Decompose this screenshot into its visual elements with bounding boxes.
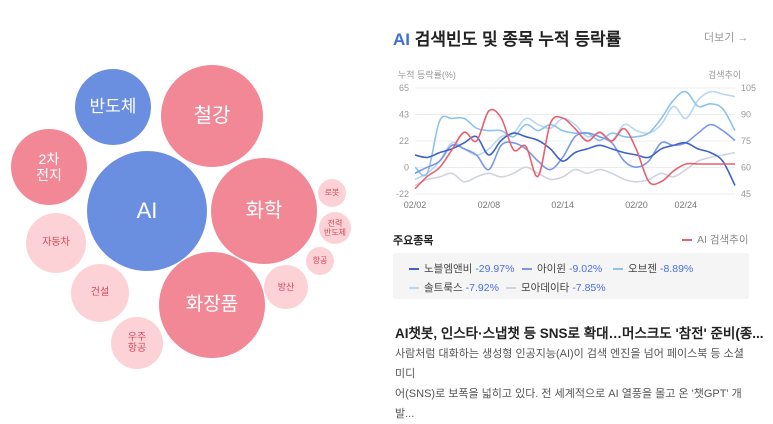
left-axis-label: 누적 등락률(%) <box>398 70 456 80</box>
stock-name: 모아데이타 <box>521 282 570 294</box>
x-tick-label: 02/14 <box>551 200 574 210</box>
stock-name: 노블엠앤비 <box>424 263 473 275</box>
keyword-bubble-cloud: 반도체 철강 2차 전지 AI 화학 자동차 로봇 전력 반도체 항공 건설 화… <box>0 0 360 401</box>
stock-item[interactable]: 오브젠 -8.89% <box>613 261 693 276</box>
y-left-tick-label: 43 <box>399 110 409 120</box>
stock-line-swatch <box>506 286 516 289</box>
x-tick-label: 02/20 <box>625 200 648 210</box>
bubble-aviation[interactable]: 항공 <box>306 247 334 275</box>
bubble-ai[interactable]: AI <box>87 151 207 271</box>
stock-change: -7.92% <box>465 281 499 294</box>
bubble-power-semiconductor[interactable]: 전력 반도체 <box>319 212 351 244</box>
stock-series-line <box>414 123 736 175</box>
stock-search-line-chart: 65 105 43 90 22 75 0 60 -22 45 02/02 02/08 02/14 02/2… <box>396 83 756 210</box>
stock-item[interactable]: 모아데이타 -7.85% <box>506 280 606 295</box>
bubble-construction[interactable]: 건설 <box>71 264 129 322</box>
stock-name: 오브젠 <box>628 263 657 275</box>
stocks-section-title: 주요종목 <box>393 235 434 247</box>
y-left-tick-label: 0 <box>404 163 409 173</box>
y-right-tick-label: 90 <box>741 110 751 120</box>
stock-change: -7.85% <box>572 281 606 294</box>
y-right-tick-label: 45 <box>741 189 751 199</box>
title-text: 검색빈도 및 종목 누적 등락률 <box>414 30 622 49</box>
ai-search-legend-label: AI 검색추이 <box>697 234 749 246</box>
stock-item[interactable]: 아이윈 -9.02% <box>522 261 602 276</box>
stock-series-line <box>414 151 736 187</box>
ai-search-trend-line <box>414 108 735 190</box>
y-left-tick-label: 65 <box>399 83 409 93</box>
stock-line-swatch <box>613 267 623 270</box>
stock-item[interactable]: 노블엠앤비 -29.97% <box>409 261 514 276</box>
bubble-secondary-battery[interactable]: 2차 전지 <box>11 129 87 205</box>
news-headline[interactable]: AI챗봇, 인스타·스냅챗 등 SNS로 확대…머스크도 '참전' 준비(종..… <box>395 326 764 341</box>
bubble-steel[interactable]: 철강 <box>161 65 263 167</box>
x-tick-label: 02/24 <box>675 200 698 210</box>
stock-series-line <box>414 90 736 181</box>
stock-change: -29.97% <box>475 262 515 275</box>
stock-change: -9.02% <box>568 262 603 275</box>
stock-line-swatch <box>409 286 419 289</box>
bubble-aerospace[interactable]: 우주 항공 <box>111 317 163 369</box>
y-left-tick-label: -22 <box>396 189 409 199</box>
y-right-tick-label: 105 <box>741 83 756 93</box>
stock-series-line <box>414 90 736 177</box>
bubble-semiconductor[interactable]: 반도체 <box>75 69 151 145</box>
x-tick-label: 02/08 <box>478 200 501 210</box>
title-ai-keyword: AI <box>393 30 410 49</box>
news-summary-line: 어(SNS)로 보폭을 넓히고 있다. 전 세계적으로 AI 열풍을 몰고 온 … <box>395 388 742 420</box>
bubble-chemical[interactable]: 화학 <box>211 158 317 264</box>
bubble-defense[interactable]: 방산 <box>264 265 308 309</box>
stock-line-swatch <box>522 267 532 270</box>
ai-search-legend: AI 검색추이 <box>682 232 748 247</box>
page-title: AI 검색빈도 및 종목 누적 등락률 <box>393 25 621 50</box>
y-left-tick-label: 22 <box>399 136 409 146</box>
ai-search-legend-swatch <box>682 238 692 241</box>
bubble-automobile[interactable]: 자동차 <box>26 213 86 273</box>
stocks-box: 노블엠앤비 -29.97% 아이윈 -9.02% 오브젠 -8.89% 솔트룩스… <box>393 253 749 299</box>
right-axis-label: 검색추이 <box>708 70 742 80</box>
more-link[interactable]: 더보기 → <box>704 32 749 44</box>
stock-series-line <box>414 132 736 186</box>
stock-change: -8.89% <box>659 262 694 275</box>
news-summary-line: 사람처럼 대화하는 생성형 인공지능(AI)이 검색 엔진을 넘어 페이스북 등… <box>395 348 744 380</box>
news-summary[interactable]: 사람처럼 대화하는 생성형 인공지능(AI)이 검색 엔진을 넘어 페이스북 등… <box>395 344 750 424</box>
stock-name: 솔트룩스 <box>424 282 463 294</box>
stock-line-swatch <box>409 267 419 270</box>
bubble-cosmetics[interactable]: 화장품 <box>159 252 265 358</box>
x-tick-label: 02/02 <box>404 200 427 210</box>
stock-name: 아이윈 <box>537 263 566 275</box>
bubble-robot[interactable]: 로봇 <box>318 179 346 207</box>
y-right-tick-label: 75 <box>741 136 751 146</box>
stock-item[interactable]: 솔트룩스 -7.92% <box>409 280 499 295</box>
y-right-tick-label: 60 <box>741 163 751 173</box>
